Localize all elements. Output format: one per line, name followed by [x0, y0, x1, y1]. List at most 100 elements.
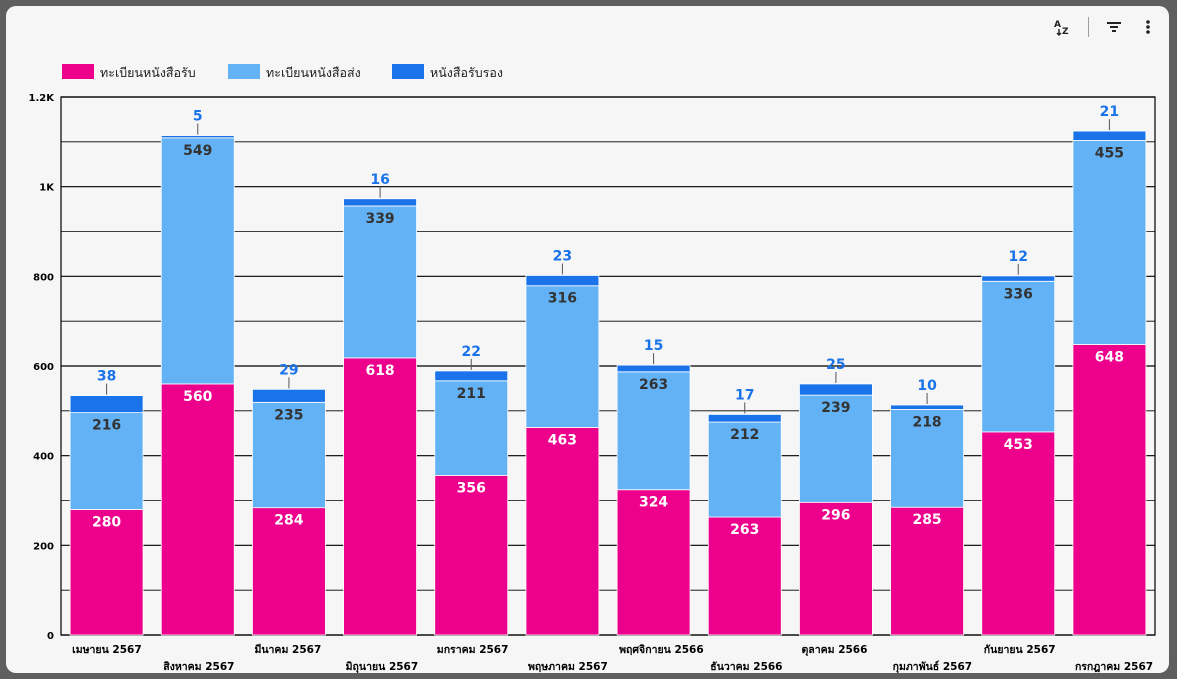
toolbar-separator [1088, 17, 1089, 37]
x-tick-label: พฤศจิกายน 2566 [619, 644, 704, 656]
data-label: 339 [365, 211, 394, 227]
bar-segment-1 [1072, 344, 1147, 636]
data-label: 10 [917, 378, 937, 394]
data-label: 21 [1100, 104, 1119, 120]
bars: 280 216 38 560 549 5 284 235 29 618 339 16 356 211 22 4… [69, 104, 1147, 636]
data-label: 23 [553, 248, 572, 264]
plot-border [60, 96, 1156, 636]
x-tick-label: กรกฎาคม 2567 [1075, 661, 1153, 673]
stacked-bar-chart: ทะเบียนหนังสือรับ ทะเบียนหนังสือส่ง หนังสื… [29, 64, 1156, 673]
data-label: 285 [912, 512, 941, 528]
bar-segment-1 [525, 427, 600, 636]
data-label: 211 [457, 386, 486, 402]
data-label: 25 [826, 357, 845, 373]
bar-segment-2 [1072, 140, 1147, 345]
filter-icon[interactable] [1105, 18, 1123, 36]
data-label: 17 [735, 387, 754, 403]
bar-segment-2 [160, 137, 235, 385]
bar-segment-3 [799, 383, 873, 396]
bar-segment-2 [434, 380, 509, 476]
y-tick-label: 400 [33, 452, 54, 463]
data-label: 316 [548, 291, 577, 307]
x-tick-label: ตุลาคม 2566 [801, 644, 867, 657]
y-tick-label: 1K [39, 183, 55, 194]
data-label: 216 [92, 418, 121, 434]
x-tick-label: เมษายน 2567 [72, 644, 142, 656]
data-label: 212 [730, 427, 759, 443]
legend-swatch-2 [228, 64, 260, 79]
y-tick-label: 600 [33, 362, 54, 373]
bar-segment-2 [981, 280, 1056, 433]
bar-segment-3 [525, 275, 600, 287]
bar-segment-1 [160, 383, 235, 636]
data-label: 12 [1009, 249, 1028, 265]
data-label: 356 [457, 480, 486, 496]
more-vert-icon[interactable] [1139, 18, 1157, 36]
data-label: 618 [365, 363, 394, 379]
bar-segment-3 [707, 414, 782, 423]
bar-segment-1 [343, 357, 417, 636]
data-label: 336 [1004, 286, 1033, 302]
data-label: 22 [462, 344, 481, 360]
data-label: 324 [639, 495, 668, 511]
legend-label-1: ทะเบียนหนังสือรับ [100, 65, 196, 80]
x-tick-label: พฤษภาคม 2567 [528, 661, 608, 673]
chart-toolbar: A Z [1054, 15, 1157, 39]
x-tick-label: สิงหาคม 2567 [163, 661, 235, 673]
bar-segment-1 [69, 509, 144, 636]
bar-segment-2 [707, 421, 782, 518]
data-label: 560 [183, 389, 212, 405]
data-label: 455 [1095, 145, 1124, 161]
bar-segment-2 [343, 205, 417, 359]
bar-segment-2 [525, 285, 600, 428]
svg-text:A: A [1054, 20, 1061, 30]
bar-segment-2 [252, 401, 326, 509]
data-label: 239 [821, 400, 850, 416]
legend-label-2: ทะเบียนหนังสือส่ง [266, 65, 361, 80]
bar-segment-1 [890, 506, 964, 636]
bar-segment-3 [981, 275, 1056, 282]
bar-segment-1 [616, 489, 691, 636]
bar-segment-2 [890, 409, 964, 508]
legend-label-3: หนังสือรับรอง [430, 65, 503, 80]
x-tick-label: มีนาคม 2567 [254, 643, 321, 656]
legend-swatch-1 [62, 64, 94, 79]
data-label: 284 [274, 513, 303, 529]
bar-segment-3 [160, 135, 235, 139]
data-label: 218 [912, 414, 941, 430]
data-label: 38 [97, 369, 116, 385]
bar-segment-3 [1072, 130, 1147, 141]
y-tick-label: 0 [47, 631, 54, 642]
sort-az-icon[interactable]: A Z [1054, 18, 1072, 36]
bar-segment-3 [616, 364, 691, 373]
bar-segment-3 [434, 370, 509, 382]
data-label: 549 [183, 143, 212, 159]
data-label: 280 [92, 514, 121, 530]
x-tick-label: กุมภาพันธ์ 2567 [893, 660, 972, 673]
data-label: 453 [1004, 437, 1033, 453]
y-tick-label: 1.2K [29, 93, 56, 104]
bar-segment-1 [434, 474, 509, 636]
data-label: 29 [279, 362, 298, 378]
y-axis: 0 200 400 600 800 1K 1.2K [29, 93, 56, 642]
bar-segment-3 [890, 404, 964, 410]
data-label: 15 [644, 338, 663, 354]
y-tick-label: 200 [33, 541, 54, 552]
legend-swatch-3 [392, 64, 424, 79]
bar-segment-2 [69, 412, 144, 510]
x-tick-label: มกราคม 2567 [437, 644, 509, 656]
gridlines [60, 96, 1156, 636]
bar-segment-3 [69, 395, 144, 414]
svg-text:Z: Z [1062, 27, 1069, 36]
x-tick-label: ธันวาคม 2566 [710, 661, 782, 673]
x-axis: เมษายน 2567 สิงหาคม 2567 มีนาคม 2567 มิถุนา… [72, 643, 1153, 673]
data-label: 648 [1095, 349, 1124, 365]
data-label: 263 [730, 522, 759, 538]
bar-segment-3 [343, 198, 417, 207]
legend: ทะเบียนหนังสือรับ ทะเบียนหนังสือส่ง หนังสื… [62, 64, 503, 80]
data-label: 16 [370, 172, 389, 188]
data-label: 296 [821, 507, 850, 523]
bar-segment-1 [981, 431, 1056, 636]
y-tick-label: 800 [33, 272, 54, 283]
data-label: 5 [193, 109, 203, 125]
